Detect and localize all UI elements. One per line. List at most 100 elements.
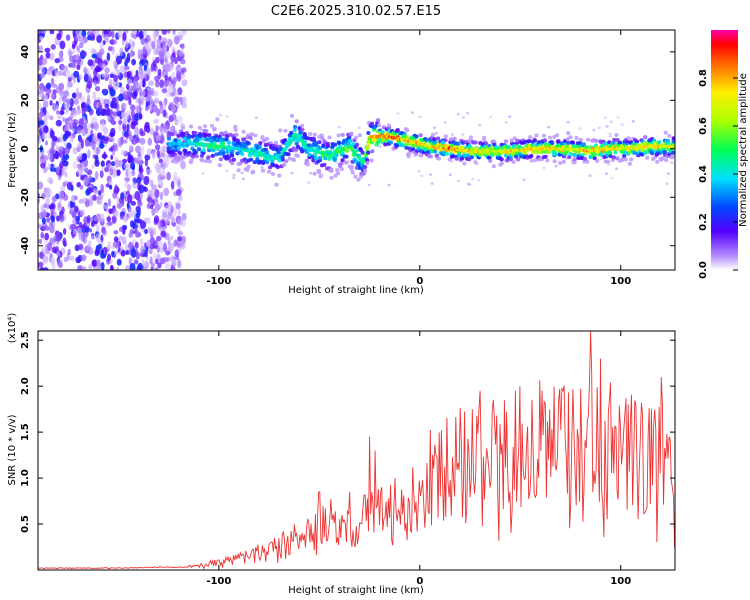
noise-cell [126, 70, 132, 78]
noise-cell [109, 168, 114, 176]
ridge-cell [265, 160, 270, 165]
ridge-cell [556, 139, 561, 144]
noise-cell [127, 210, 132, 219]
ridge-cell [611, 140, 616, 145]
noise-cell [38, 45, 44, 52]
noise-cell [59, 40, 66, 50]
noise-cell [62, 240, 67, 246]
noise-cell [63, 146, 71, 155]
speckle-cell [450, 133, 454, 136]
noise-cell [180, 160, 186, 170]
ridge-cell [260, 135, 265, 140]
ridge-cell [292, 128, 297, 133]
ridge-cell [561, 159, 566, 164]
snr-ylabel: SNR (10 * v/v) [7, 414, 18, 485]
noise-cell [101, 98, 108, 105]
noise-cell [82, 177, 89, 186]
noise-cell [38, 102, 42, 111]
noise-cell [64, 171, 68, 178]
speckle-cell [410, 111, 414, 114]
noise-cell [52, 260, 56, 270]
ridge-cell [214, 152, 219, 157]
noise-cell [172, 30, 176, 36]
speckle-cell [433, 126, 437, 130]
noise-cell [55, 86, 60, 94]
ridge-cell [173, 138, 178, 143]
noise-cell [138, 70, 144, 79]
colorbar-tick-label: 0.0 [698, 261, 709, 279]
ridge-cell [278, 128, 283, 133]
noise-cell [38, 111, 44, 118]
ridge-cell [509, 138, 514, 143]
noise-cell [61, 206, 65, 215]
ridge-cell [660, 156, 666, 161]
noise-cell [123, 163, 129, 169]
noise-cell [38, 261, 44, 267]
ridge-cell [344, 160, 349, 165]
noise-cell [56, 33, 62, 41]
ridge-cell [473, 160, 478, 165]
noise-cell [157, 68, 162, 76]
noise-cell [56, 251, 61, 257]
noise-cell [67, 77, 71, 83]
noise-cell [159, 201, 163, 207]
ridge-cell [629, 157, 634, 162]
noise-cell [70, 184, 74, 192]
noise-cell [138, 167, 144, 174]
ridge-cell [586, 137, 591, 142]
ridge-cell [275, 165, 280, 169]
noise-cell [144, 260, 150, 270]
noise-cell [90, 235, 96, 241]
noise-cell [160, 133, 165, 143]
noise-cell [159, 126, 164, 136]
ridge-cell [217, 163, 222, 168]
noise-cell [159, 107, 164, 114]
ridge-cell [432, 137, 437, 142]
noise-cell [154, 162, 160, 172]
ridge-cell [510, 152, 515, 157]
noise-cell [42, 167, 48, 174]
noise-cell [158, 51, 163, 60]
ridge-cell [430, 132, 435, 137]
noise-cell [178, 194, 183, 202]
noise-cell [84, 127, 89, 135]
ridge-cell [545, 158, 550, 163]
noise-cell [130, 210, 137, 218]
noise-cell [156, 149, 160, 157]
spectrogram-xlabel: Height of straight line (km) [288, 285, 424, 296]
noise-cell [162, 145, 168, 153]
x-tick-label: 0 [416, 276, 423, 287]
noise-cell [49, 147, 55, 155]
ridge-cell [357, 133, 362, 138]
speckle-cell [471, 177, 475, 181]
noise-cell [58, 82, 65, 91]
noise-cell [171, 46, 176, 53]
ridge-cell [581, 142, 587, 147]
noise-cell [122, 158, 128, 164]
colorbar-tick-label: 0.8 [698, 69, 709, 87]
ridge-cell [337, 144, 343, 149]
speckle-cell [387, 183, 391, 187]
noise-cell [57, 70, 64, 76]
noise-cell [121, 197, 125, 207]
noise-cell [58, 97, 62, 104]
ridge-cell [249, 157, 254, 162]
ridge-cell [488, 158, 493, 163]
speckle-cell [428, 173, 433, 176]
noise-cell [106, 52, 111, 61]
noise-cell [84, 167, 89, 173]
noise-cell [41, 249, 46, 255]
noise-cell [92, 91, 97, 101]
noise-cell [59, 214, 65, 222]
ridge-cell [405, 142, 410, 147]
noise-cell [146, 169, 152, 175]
ridge-cell [268, 165, 273, 170]
noise-cell [96, 101, 100, 108]
noise-cell [103, 33, 109, 41]
ridge-cell [640, 148, 645, 153]
ridge-cell [344, 154, 349, 159]
ridge-cell [395, 128, 400, 132]
ridge-cell [582, 156, 588, 161]
noise-cell [170, 265, 176, 270]
ridge-cell [484, 141, 489, 146]
